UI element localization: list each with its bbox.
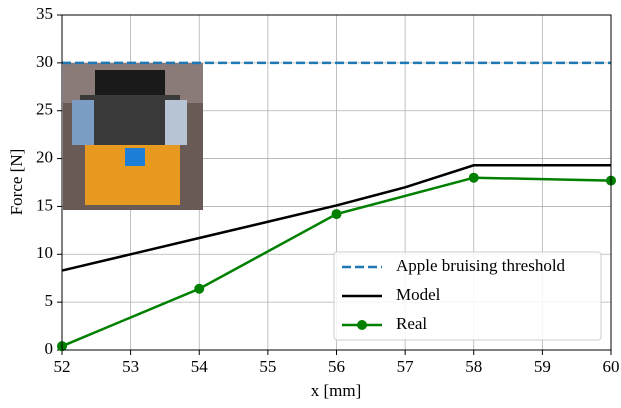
chart: x [mm] Force [N] 52 53 54 55 56 57 58 59 60 0 5 10 1… <box>0 0 621 408</box>
x-tick-label: 60 <box>603 357 620 376</box>
y-tick-label: 20 <box>36 147 53 166</box>
x-tick-label: 58 <box>465 357 482 376</box>
y-tick-label: 15 <box>36 195 53 214</box>
legend-label: Apple bruising threshold <box>396 256 566 275</box>
x-tick-label: 54 <box>191 357 209 376</box>
x-tick-label: 55 <box>259 357 276 376</box>
x-tick-label: 53 <box>122 357 139 376</box>
x-axis-label: x [mm] <box>311 381 362 400</box>
y-tick-label: 0 <box>45 339 54 358</box>
x-tick-label: 57 <box>397 357 415 376</box>
x-tick-label: 59 <box>534 357 551 376</box>
legend-marker <box>357 320 367 330</box>
data-point <box>469 173 479 183</box>
inset-photo <box>63 63 203 210</box>
y-tick-label: 25 <box>36 100 53 119</box>
x-tick-label: 52 <box>54 357 71 376</box>
y-tick-label: 10 <box>36 243 53 262</box>
y-tick-label: 5 <box>45 291 54 310</box>
x-tick-label: 56 <box>328 357 345 376</box>
y-tick-label: 35 <box>36 4 53 23</box>
data-point <box>194 284 204 294</box>
legend-label: Model <box>396 285 441 304</box>
y-tick-label: 30 <box>36 52 53 71</box>
legend-label: Real <box>396 314 427 333</box>
y-axis-label: Force [N] <box>7 149 26 216</box>
data-point <box>332 209 342 219</box>
